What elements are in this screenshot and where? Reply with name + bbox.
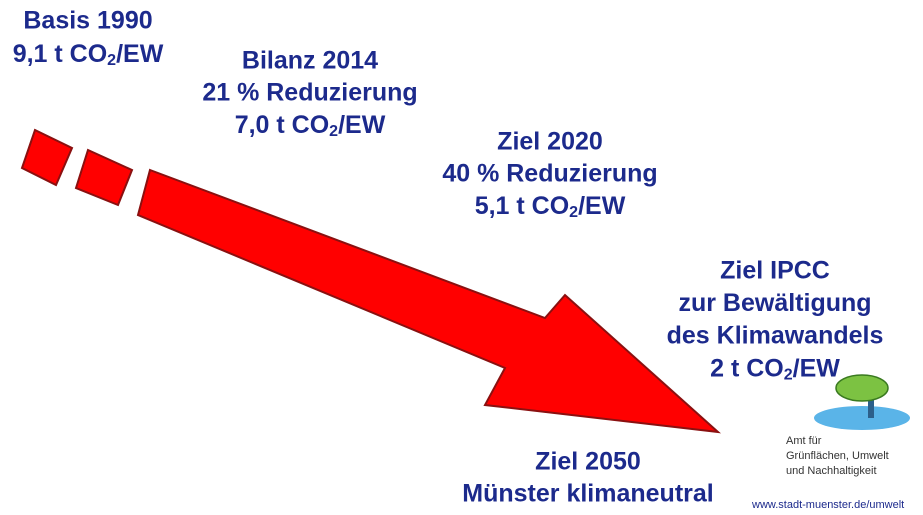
text-part: 9,1 t CO xyxy=(13,40,107,68)
arrow-dash xyxy=(20,128,74,187)
text-part: 7,0 t CO xyxy=(235,111,329,139)
label-line: 9,1 t CO2/EW xyxy=(13,40,164,70)
label-line: 21 % Reduzierung xyxy=(202,79,417,107)
label-line: Basis 1990 xyxy=(23,7,152,35)
label-line: Ziel 2050 xyxy=(535,448,641,476)
arrow-dash xyxy=(74,148,134,207)
logo-url: www.stadt-muenster.de/umwelt xyxy=(751,499,904,511)
subscript: 2 xyxy=(329,123,338,140)
logo-text: und Nachhaltigkeit xyxy=(786,465,877,477)
text-part: 5,1 t CO xyxy=(475,192,569,220)
logo-text: Grünflächen, Umwelt xyxy=(786,450,889,462)
text-part: /EW xyxy=(116,40,164,68)
subscript: 2 xyxy=(784,367,793,384)
text-part: /EW xyxy=(793,354,841,382)
label-line: 7,0 t CO2/EW xyxy=(235,111,386,141)
label-line: 5,1 t CO2/EW xyxy=(475,192,626,222)
label-line: Bilanz 2014 xyxy=(242,47,378,75)
label-line: Ziel IPCC xyxy=(720,257,830,285)
logo-icon xyxy=(814,374,910,430)
label-line: zur Bewältigung xyxy=(678,289,871,317)
label-line: des Klimawandels xyxy=(667,322,884,350)
text-part: /EW xyxy=(578,192,626,220)
arrow xyxy=(136,168,722,434)
label-line: Münster klimaneutral xyxy=(462,480,713,508)
text-part: 2 t CO xyxy=(710,354,784,382)
label-line: 2 t CO2/EW xyxy=(710,354,840,384)
logo-text: Amt für xyxy=(786,435,822,447)
label-line: Ziel 2020 xyxy=(497,128,603,156)
subscript: 2 xyxy=(569,204,578,221)
text-part: /EW xyxy=(338,111,386,139)
subscript: 2 xyxy=(107,52,116,69)
label-line: 40 % Reduzierung xyxy=(442,160,657,188)
